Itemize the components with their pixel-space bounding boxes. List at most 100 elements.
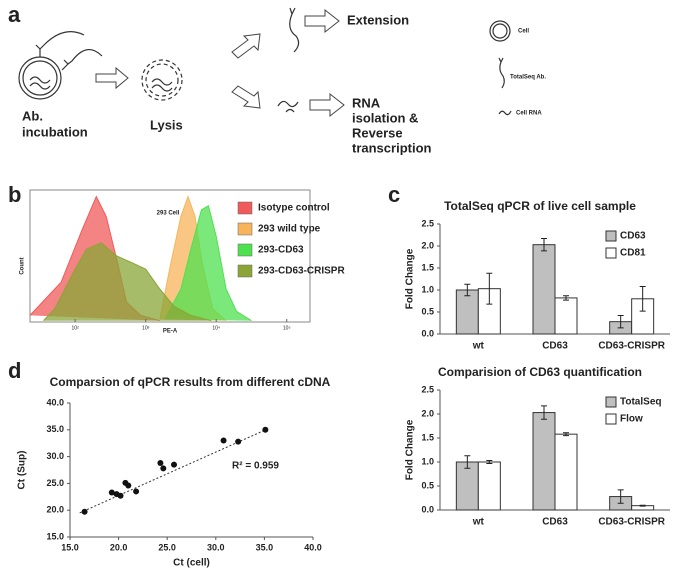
y-tick-label: 15.0 bbox=[46, 531, 64, 541]
antibody-icon bbox=[289, 7, 300, 53]
y-tick-label: 1.5 bbox=[421, 262, 434, 272]
error-bar bbox=[486, 272, 493, 305]
panel-letter: d bbox=[8, 358, 21, 383]
y-tick-label: 0.0 bbox=[421, 504, 434, 514]
point bbox=[171, 461, 178, 468]
arrow bbox=[304, 8, 340, 34]
legend-label: Isotype control bbox=[258, 203, 330, 214]
y-tick-label: 40.0 bbox=[46, 397, 64, 407]
y-tick-label: 30.0 bbox=[46, 451, 64, 461]
legend-swatch bbox=[605, 413, 617, 425]
y-tick-label: 2.5 bbox=[421, 218, 434, 228]
x-tick-label: CD63-CRISPR bbox=[598, 341, 665, 352]
error-bar bbox=[617, 489, 624, 504]
y-tick-label: 0.5 bbox=[421, 480, 434, 490]
lysed-cell-icon bbox=[145, 63, 179, 97]
x-axis-label: Ct (cell) bbox=[173, 558, 210, 568]
legend-swatch bbox=[237, 222, 253, 236]
point bbox=[81, 508, 88, 515]
step-label: Lysis bbox=[150, 117, 183, 132]
antibody-icon bbox=[61, 49, 103, 71]
arrow bbox=[231, 33, 261, 59]
arrow bbox=[95, 66, 129, 90]
legend-rna bbox=[498, 110, 512, 116]
point bbox=[235, 438, 242, 445]
chart-title: Comparision of CD63 quantification bbox=[438, 365, 642, 379]
legend-label: CD63 bbox=[620, 231, 646, 242]
step-label: RNA bbox=[352, 95, 381, 110]
legend-label: TotalSeq bbox=[620, 397, 661, 408]
error-bar bbox=[464, 283, 471, 297]
x-tick-label: CD63 bbox=[542, 341, 568, 352]
legend-cell bbox=[492, 23, 508, 39]
y-tick-label: 20.0 bbox=[46, 505, 64, 515]
legend-label: Flow bbox=[620, 414, 643, 425]
point bbox=[117, 492, 124, 499]
bar bbox=[477, 461, 501, 511]
lysed-cell-icon bbox=[141, 59, 183, 101]
legend-swatch bbox=[605, 396, 617, 408]
y-tick-label: 0.5 bbox=[421, 306, 434, 316]
chart-title: Comparsion of qPCR results from differen… bbox=[50, 375, 331, 389]
point bbox=[108, 489, 115, 496]
arrow bbox=[309, 92, 345, 118]
x-tick-label: 40.0 bbox=[304, 542, 322, 552]
y-tick-label: 0.0 bbox=[421, 328, 434, 338]
chart-title: 293 Cell bbox=[157, 211, 180, 217]
legend-label: CD81 bbox=[620, 248, 646, 259]
legend-swatch bbox=[237, 201, 253, 215]
x-tick-label: 30.0 bbox=[207, 542, 225, 552]
rna-icon bbox=[151, 78, 173, 92]
legend-label: 293-CD63 bbox=[258, 245, 304, 256]
x-tick-label: 10² bbox=[72, 325, 80, 331]
x-axis-label: PE-A bbox=[163, 329, 178, 335]
antibody-icon bbox=[35, 31, 85, 57]
error-bar bbox=[617, 315, 624, 329]
y-tick-label: 35.0 bbox=[46, 424, 64, 434]
bar bbox=[532, 412, 556, 511]
y-tick-label: 2.0 bbox=[421, 240, 434, 250]
bar bbox=[455, 289, 479, 335]
step-label: isolation & bbox=[352, 110, 418, 125]
error-bar bbox=[639, 504, 646, 507]
legend-swatch bbox=[605, 247, 617, 259]
x-tick-label: 15.0 bbox=[61, 542, 79, 552]
step-label: Reverse bbox=[352, 125, 403, 140]
step-label: Extension bbox=[347, 12, 409, 27]
diagram: Ab. incubation Lysis Extension RNA isola… bbox=[18, 7, 546, 155]
y-tick-label: 1.5 bbox=[421, 432, 434, 442]
legend-antibody bbox=[498, 57, 505, 89]
histogram-area bbox=[43, 242, 212, 322]
annotation: R² = 0.959 bbox=[232, 461, 279, 472]
x-tick-label: 25.0 bbox=[158, 542, 176, 552]
legend-swatch bbox=[605, 230, 617, 242]
point bbox=[133, 488, 140, 495]
x-tick-label: wt bbox=[472, 341, 485, 352]
error-bar bbox=[541, 405, 547, 420]
error-bar bbox=[639, 285, 646, 312]
rna-icon bbox=[277, 100, 299, 113]
y-axis-label: Count bbox=[20, 257, 26, 274]
x-tick-label: wt bbox=[472, 517, 485, 528]
bar bbox=[554, 433, 578, 511]
y-tick-label: 1.0 bbox=[421, 284, 434, 294]
panel-letter: a bbox=[8, 2, 21, 27]
cell-icon bbox=[18, 56, 62, 100]
x-tick-label: 10⁵ bbox=[283, 325, 291, 331]
error-bar bbox=[464, 455, 471, 469]
y-tick-label: 25.0 bbox=[46, 478, 64, 488]
legend-cell bbox=[489, 20, 511, 42]
y-tick-label: 2.0 bbox=[421, 408, 434, 418]
chart-title: TotalSeq qPCR of live cell sample bbox=[444, 199, 636, 213]
point bbox=[157, 460, 164, 467]
x-tick-label: 10⁴ bbox=[212, 325, 220, 331]
point bbox=[262, 426, 269, 433]
panel-letter: c bbox=[388, 182, 400, 207]
histogram-area bbox=[164, 205, 252, 322]
error-bar bbox=[563, 432, 569, 437]
legend-label: 293 wild type bbox=[258, 224, 321, 235]
y-axis-label: Fold Change bbox=[405, 248, 416, 309]
x-tick-label: CD63-CRISPR bbox=[598, 517, 665, 528]
rna-icon bbox=[29, 76, 51, 90]
